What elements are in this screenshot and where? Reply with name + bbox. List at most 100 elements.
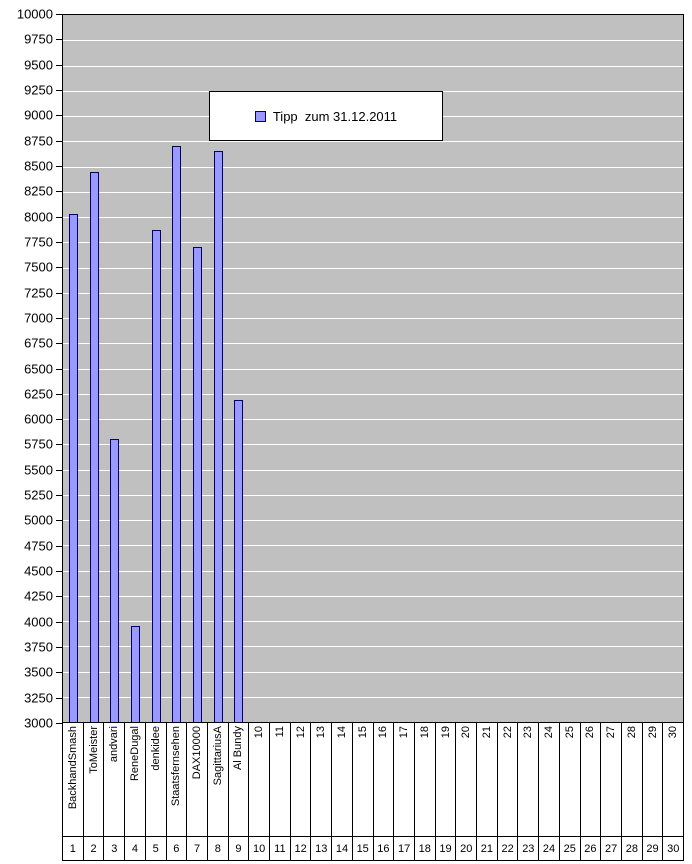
rank-label: 3 bbox=[104, 837, 126, 860]
rank-label: 14 bbox=[332, 837, 353, 860]
rank-label: 16 bbox=[374, 837, 395, 860]
y-tick-label: 7250 bbox=[24, 285, 53, 301]
rank-label: 26 bbox=[581, 837, 602, 860]
x-category-cell: Staatsfernsehen bbox=[167, 723, 188, 836]
x-category-cell: 22 bbox=[498, 723, 519, 836]
y-tick-mark bbox=[56, 343, 62, 345]
x-category-cell: 15 bbox=[353, 723, 374, 836]
y-tick-label: 6000 bbox=[24, 411, 53, 427]
x-category-label: 25 bbox=[563, 726, 576, 739]
y-tick-label: 8750 bbox=[24, 133, 53, 149]
rank-label: 2 bbox=[84, 837, 105, 860]
x-category-label: Al Bundy bbox=[232, 726, 245, 771]
y-tick-mark bbox=[56, 444, 62, 446]
y-tick-mark bbox=[56, 89, 62, 91]
y-tick-mark bbox=[56, 241, 62, 243]
y-tick-mark bbox=[56, 39, 62, 41]
rank-label: 21 bbox=[477, 837, 498, 860]
rank-label: 1 bbox=[63, 837, 84, 860]
gridline bbox=[63, 65, 683, 67]
x-category-cell: 19 bbox=[436, 723, 457, 836]
x-category-label: ReneDugal bbox=[128, 726, 141, 782]
rank-label: 8 bbox=[208, 837, 229, 860]
y-tick-label: 10000 bbox=[16, 6, 53, 22]
y-tick-label: 8500 bbox=[24, 158, 53, 174]
rank-label: 24 bbox=[539, 837, 560, 860]
y-tick-label: 5750 bbox=[24, 436, 53, 452]
x-category-label: Staatsfernsehen bbox=[170, 726, 183, 807]
y-tick-label: 9250 bbox=[24, 82, 53, 98]
x-category-cell: 24 bbox=[539, 723, 560, 836]
gridline bbox=[63, 469, 683, 471]
y-tick-mark bbox=[56, 115, 62, 117]
x-category-cell: andvari bbox=[104, 723, 126, 836]
bar-SagittariusA bbox=[213, 151, 223, 722]
bar-ToMeister bbox=[89, 171, 99, 722]
y-tick-mark bbox=[56, 267, 62, 269]
rank-row: 1 2 3 4 5 6 7 8 9 10 11 12 13 14 15 16 17 18 19 20 21 22 23 24 2… bbox=[62, 836, 685, 861]
x-category-label: 28 bbox=[625, 726, 638, 739]
gridline bbox=[63, 343, 683, 345]
x-category-cell: denkidee bbox=[146, 723, 167, 836]
x-category-cell: 17 bbox=[394, 723, 415, 836]
legend: Tipp zum 31.12.2011 bbox=[209, 91, 443, 141]
y-tick-label: 4250 bbox=[24, 588, 53, 604]
x-category-cell: 10 bbox=[249, 723, 271, 836]
gridline bbox=[63, 318, 683, 319]
gridline bbox=[63, 393, 683, 395]
x-category-label: 17 bbox=[398, 726, 411, 739]
x-category-label: 13 bbox=[315, 726, 328, 739]
plot-area: Tipp zum 31.12.2011 bbox=[62, 14, 684, 723]
bar-Al Bundy bbox=[234, 399, 244, 722]
x-category-cell: 30 bbox=[663, 723, 685, 836]
rank-label: 22 bbox=[498, 837, 519, 860]
y-tick-label: 8250 bbox=[24, 183, 53, 199]
y-tick-label: 3500 bbox=[24, 664, 53, 680]
x-category-label: 16 bbox=[377, 726, 390, 739]
x-category-label: 20 bbox=[460, 726, 473, 739]
x-category-label: 12 bbox=[294, 726, 307, 739]
y-tick-label: 9750 bbox=[24, 31, 53, 47]
y-tick-mark bbox=[56, 495, 62, 497]
rank-label: 19 bbox=[436, 837, 457, 860]
gridline bbox=[63, 595, 683, 597]
x-category-label: SagittariusA bbox=[211, 726, 224, 786]
x-category-label: 15 bbox=[356, 726, 369, 739]
rank-label: 4 bbox=[125, 837, 146, 860]
y-tick-mark bbox=[56, 419, 62, 421]
rank-label: 7 bbox=[187, 837, 208, 860]
rank-label: 17 bbox=[394, 837, 415, 860]
gridline bbox=[63, 444, 683, 446]
rank-label: 28 bbox=[622, 837, 643, 860]
x-category-cell: 28 bbox=[622, 723, 643, 836]
bar-DAX10000 bbox=[192, 247, 202, 722]
rank-label: 20 bbox=[456, 837, 478, 860]
y-tick-mark bbox=[56, 621, 62, 623]
rank-label: 18 bbox=[415, 837, 436, 860]
x-category-label: 14 bbox=[335, 726, 348, 739]
legend-series-marker-icon bbox=[254, 110, 266, 122]
y-tick-label: 7000 bbox=[24, 310, 53, 326]
x-category-label: 19 bbox=[439, 726, 452, 739]
rank-label: 23 bbox=[518, 837, 540, 860]
x-category-cell: BackhandSmash bbox=[63, 723, 84, 836]
x-category-cell: 23 bbox=[518, 723, 540, 836]
y-tick-mark bbox=[56, 165, 62, 167]
rank-label: 13 bbox=[311, 837, 333, 860]
x-category-cell: 21 bbox=[477, 723, 498, 836]
x-category-cell: 13 bbox=[311, 723, 333, 836]
x-category-label: BackhandSmash bbox=[66, 726, 79, 810]
gridline bbox=[63, 696, 683, 698]
y-tick-mark bbox=[56, 520, 62, 522]
gridline bbox=[63, 621, 683, 622]
x-category-label: 26 bbox=[584, 726, 597, 739]
y-tick-mark bbox=[56, 140, 62, 142]
y-tick-label: 6750 bbox=[24, 335, 53, 351]
x-category-label: 10 bbox=[253, 726, 266, 739]
rank-label: 25 bbox=[560, 837, 581, 860]
rank-label: 29 bbox=[643, 837, 664, 860]
y-tick-mark bbox=[56, 723, 62, 724]
y-tick-label: 7500 bbox=[24, 259, 53, 275]
gridline bbox=[63, 368, 683, 370]
